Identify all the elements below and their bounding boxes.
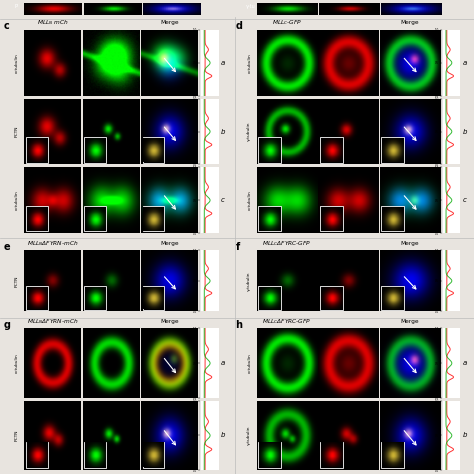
Text: g: g — [3, 320, 10, 330]
Bar — [382, 286, 404, 310]
Bar — [143, 442, 164, 468]
Text: h: h — [236, 320, 243, 330]
Text: Merge: Merge — [160, 20, 179, 25]
Text: MLL$_C$-GFP: MLL$_C$-GFP — [272, 18, 302, 27]
Text: γ-tubulin: γ-tubulin — [247, 271, 251, 291]
Text: c: c — [463, 197, 467, 203]
Bar — [258, 206, 281, 231]
Bar — [320, 286, 343, 310]
Text: P: P — [14, 4, 17, 9]
Text: d: d — [236, 21, 243, 31]
Text: c: c — [3, 21, 9, 31]
Text: a: a — [463, 360, 467, 366]
Bar — [382, 442, 404, 468]
Bar — [143, 137, 164, 163]
Text: PCTN: PCTN — [15, 126, 19, 137]
Bar — [84, 286, 106, 310]
Bar — [26, 206, 48, 231]
Text: a: a — [463, 60, 467, 66]
Text: e: e — [3, 242, 10, 252]
Bar — [320, 206, 343, 231]
Text: α-tubulin: α-tubulin — [15, 353, 19, 373]
Bar — [320, 137, 343, 163]
Text: PCTN: PCTN — [15, 275, 19, 287]
Text: γ-tubulin: γ-tubulin — [247, 122, 251, 141]
Text: b: b — [463, 128, 467, 135]
Text: MLL$_C$ΔFYRC-GFP: MLL$_C$ΔFYRC-GFP — [262, 317, 311, 326]
Text: b: b — [463, 432, 467, 438]
Bar — [84, 137, 106, 163]
Text: a: a — [221, 360, 226, 366]
Text: a: a — [221, 60, 226, 66]
Text: Merge: Merge — [160, 241, 179, 246]
Bar — [320, 442, 343, 468]
Bar — [26, 286, 48, 310]
Text: b: b — [221, 432, 226, 438]
Bar — [84, 442, 106, 468]
Text: PCTN: PCTN — [15, 430, 19, 441]
Text: Merge: Merge — [160, 319, 179, 324]
Text: α-tubulin: α-tubulin — [247, 53, 251, 73]
Text: c: c — [221, 197, 225, 203]
Text: Merge: Merge — [401, 20, 419, 25]
Text: MLL$_C$ΔFYRC-GFP: MLL$_C$ΔFYRC-GFP — [262, 239, 311, 247]
Text: MLL$_N$ mCh: MLL$_N$ mCh — [37, 18, 69, 27]
Text: γ-tubulin: γ-tubulin — [247, 426, 251, 445]
Text: α-tubulin: α-tubulin — [15, 191, 19, 210]
Text: Merge: Merge — [401, 319, 419, 324]
Bar — [382, 137, 404, 163]
Bar — [258, 442, 281, 468]
Text: MLL$_N$ΔFYRN-mCh: MLL$_N$ΔFYRN-mCh — [27, 317, 79, 326]
Bar — [258, 137, 281, 163]
Text: MLL$_N$ΔFYRN-mCh: MLL$_N$ΔFYRN-mCh — [27, 239, 79, 247]
Bar — [26, 137, 48, 163]
Text: γ-tu: γ-tu — [246, 4, 256, 9]
Text: α-tubulin: α-tubulin — [247, 353, 251, 373]
Text: b: b — [221, 128, 226, 135]
Bar — [26, 442, 48, 468]
Text: α-tubulin: α-tubulin — [15, 53, 19, 73]
Text: Merge: Merge — [401, 241, 419, 246]
Text: α-tubulin: α-tubulin — [247, 191, 251, 210]
Bar — [382, 206, 404, 231]
Bar — [258, 286, 281, 310]
Bar — [84, 206, 106, 231]
Bar — [143, 206, 164, 231]
Bar — [143, 286, 164, 310]
Text: f: f — [236, 242, 240, 252]
